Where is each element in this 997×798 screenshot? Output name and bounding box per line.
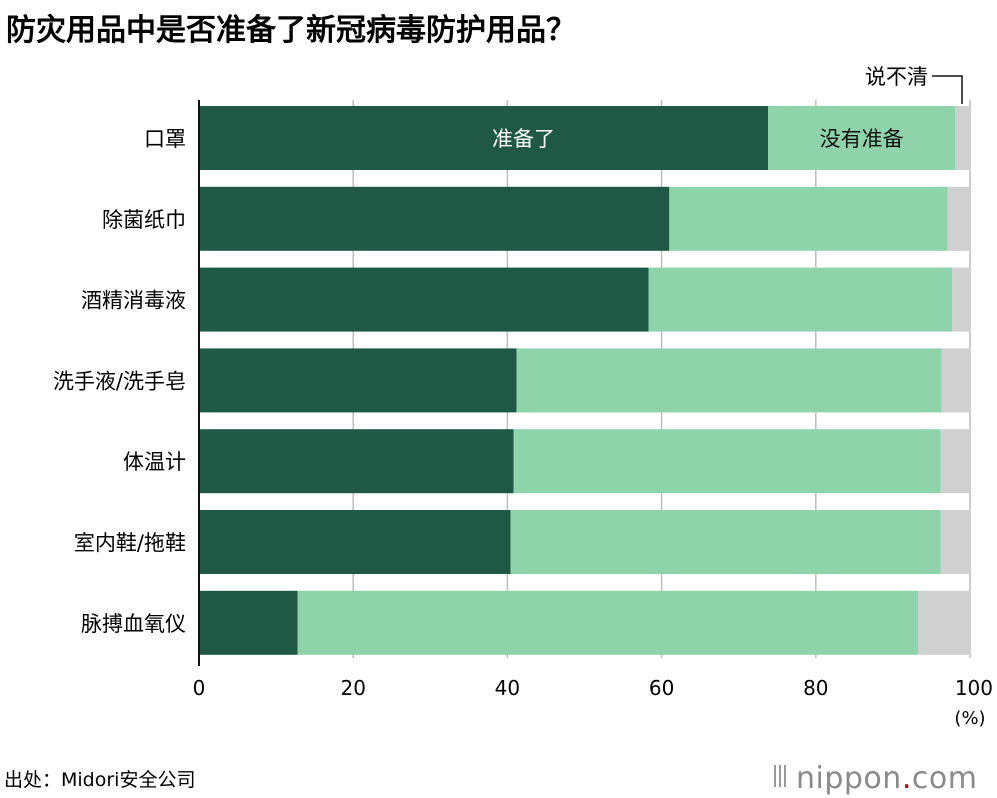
x-axis-unit: (%): [954, 708, 985, 729]
bar-segment-3: [940, 510, 970, 574]
logo-tld: com: [912, 761, 978, 796]
bar-segment-1: [199, 348, 517, 413]
bar-segment-2: [767, 106, 956, 170]
inline-label-not-prepared: 没有准备: [820, 127, 904, 151]
x-tick-label: 60: [649, 676, 674, 700]
bar-segment-3: [918, 590, 970, 655]
logo-wordmark: nippon.com: [796, 761, 977, 796]
chart-title: 防灾用品中是否准备了新冠病毒防护用品？: [6, 13, 576, 48]
x-tick-label: 40: [495, 676, 520, 700]
x-axis-ticks: 0 20 40 60 80 100: [193, 676, 993, 700]
bar-segment-2: [513, 429, 941, 494]
category-label: 脉搏血氧仪: [81, 612, 186, 636]
bar-segment-3: [940, 429, 970, 494]
bar-segment-2: [669, 186, 948, 251]
bar-segment-1: [199, 590, 298, 655]
nippon-logo: nippon.com: [774, 761, 977, 796]
logo-dot: .: [902, 761, 912, 796]
bar-segment-3: [955, 106, 970, 170]
bar-segment-2: [297, 590, 919, 655]
logo-bar-2: [779, 765, 781, 787]
logo-bar-3: [784, 765, 786, 787]
category-label: 室内鞋/拖鞋: [74, 531, 186, 555]
bar-segment-1: [199, 510, 511, 574]
bar-segment-1: [199, 186, 670, 251]
bar-segment-2: [648, 267, 953, 332]
bar-segment-3: [947, 186, 970, 251]
logo-name: nippon: [796, 761, 902, 796]
category-label: 体温计: [123, 450, 186, 474]
category-label: 口罩: [144, 127, 186, 151]
category-label: 除菌纸巾: [102, 208, 186, 232]
unclear-annotation-label: 说不清: [865, 65, 928, 89]
bar-segment-1: [199, 429, 514, 494]
x-tick-label: 0: [193, 676, 206, 700]
bars-group: [199, 106, 970, 655]
category-label: 酒精消毒液: [81, 289, 186, 313]
category-label: 洗手液/洗手皂: [53, 369, 186, 393]
bar-segment-2: [510, 510, 941, 574]
x-tick-label: 20: [340, 676, 365, 700]
inline-label-prepared: 准备了: [492, 127, 555, 151]
bar-segment-1: [199, 267, 649, 332]
x-tick-label: 100: [955, 676, 993, 700]
x-tick-label: 80: [803, 676, 828, 700]
bar-segment-3: [952, 267, 970, 332]
source-note: 出处：Midori安全公司: [4, 769, 195, 791]
bar-segment-3: [941, 348, 970, 413]
unclear-annotation-leader: [932, 75, 963, 104]
bar-segment-1: [199, 106, 768, 170]
bar-segment-2: [516, 348, 942, 413]
logo-bar-1: [774, 765, 776, 787]
